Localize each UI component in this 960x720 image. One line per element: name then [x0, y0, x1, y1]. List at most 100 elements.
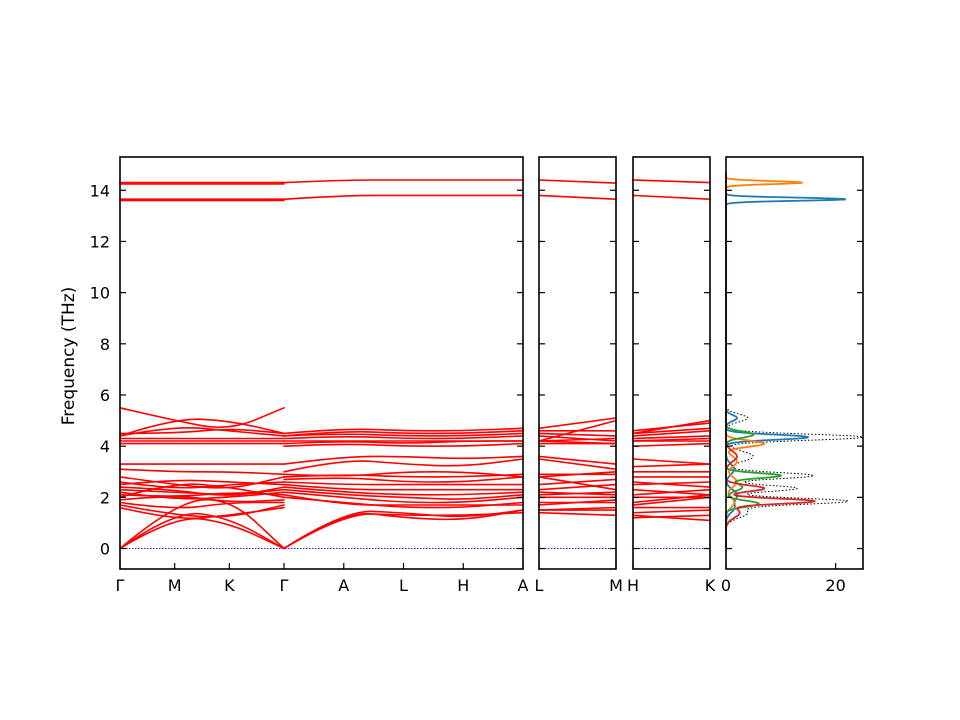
- band-panel-1: 0 2 4 6 8 10 12 14 Γ M K Γ A L H A: [90, 156, 529, 595]
- phonon-band-p1-s2-5: [283, 494, 524, 506]
- x-tick-label-1-0: Γ: [116, 576, 125, 595]
- phonon-band-p3-s1-1: [632, 514, 711, 522]
- phonon-band-p1-s1-23: [119, 407, 285, 429]
- phonon-band-p1-s2-1: [283, 511, 524, 550]
- phonon-band-p2-s1-15: [538, 455, 617, 465]
- phonon-band-p1-s1-24: [119, 418, 285, 437]
- x-tick-label-1-5: L: [399, 576, 408, 595]
- x-tick-label-1-1: M: [168, 576, 182, 595]
- phonon-band-p1-s2-9: [283, 483, 524, 491]
- phonon-band-p1-s1-2: [119, 517, 285, 550]
- phonon-band-p2-s1-11: [538, 476, 617, 491]
- phonon-band-p3-s1-16: [632, 442, 711, 447]
- phonon-band-p2-s1-14: [538, 458, 617, 470]
- dos-partial-curve-2: [725, 172, 803, 549]
- phonon-band-p2-s1-22: [538, 417, 617, 430]
- phonon-band-p3-s1-11: [632, 481, 711, 488]
- phonon-band-p1-s2-8: [283, 486, 524, 496]
- phonon-band-p1-s1-1: [119, 512, 285, 550]
- y-tick-label-0: 0: [100, 540, 110, 559]
- phonon-band-p3-s1-25: [632, 179, 711, 184]
- band-panel-frame: [538, 156, 617, 570]
- phonon-band-p2-s1-19: [538, 435, 617, 442]
- phonon-band-p1-s2-13: [283, 471, 524, 478]
- phonon-band-p1-s2-7: [283, 488, 524, 500]
- phonon-band-p1-s2-16: [283, 442, 524, 447]
- y-tick-label-10: 10: [90, 284, 110, 303]
- phonon-band-p2-s1-1: [538, 511, 617, 517]
- phonon-band-p2-s1-18: [538, 437, 617, 442]
- phonon-band-p3-s1-24: [632, 194, 711, 200]
- dos-panel-frame: [725, 156, 864, 570]
- phonon-band-p3-s1-19: [632, 435, 711, 440]
- phonon-band-p1-s2-11: [283, 476, 524, 483]
- phonon-band-p1-s2-15: [283, 455, 524, 465]
- x-tick-label-3-0: H: [627, 576, 639, 595]
- phonon-band-p1-s1-15: [119, 476, 285, 489]
- phonon-band-p1-s2-23: [283, 194, 524, 200]
- phonon-band-p3-s1-5: [632, 496, 711, 506]
- phonon-band-p1-s1-5: [119, 504, 285, 518]
- phonon-band-p3-s1-3: [632, 509, 711, 514]
- phonon-band-p1-s2-21: [283, 430, 524, 437]
- band-panel-frame: [119, 156, 524, 570]
- dos-panel: 0 20: [721, 156, 864, 595]
- band-panel-frame: [632, 156, 711, 570]
- phonon-band-p1-s1-21: [119, 426, 285, 437]
- phonon-band-p3-s1-15: [632, 458, 711, 465]
- phonon-band-p1-s1-12: [119, 486, 285, 496]
- y-tick-label-8: 8: [100, 335, 110, 354]
- phonon-band-p2-s1-10: [538, 478, 617, 486]
- x-tick-label-1-3: Γ: [280, 576, 289, 595]
- phonon-band-p1-s2-22: [283, 427, 524, 435]
- phonon-band-p3-s1-18: [632, 437, 711, 442]
- phonon-band-p1-s1-8: [119, 483, 285, 499]
- phonon-band-p2-s1-20: [538, 432, 617, 437]
- phonon-band-p2-s1-13: [538, 471, 617, 478]
- dos-x-tick-label-0: 0: [721, 576, 731, 595]
- phonon-band-p2-s1-23: [538, 419, 617, 442]
- y-tick-label-6: 6: [100, 386, 110, 405]
- phonon-band-p2-s1-5: [538, 499, 617, 506]
- dos-x-tick-label-20: 20: [825, 576, 845, 595]
- phonon-band-p1-s1-6: [119, 501, 285, 509]
- phonon-band-p1-s1-13: [119, 479, 285, 486]
- phonon-band-p3-s1-10: [632, 481, 711, 486]
- y-tick-label-2: 2: [100, 488, 110, 507]
- y-axis-label: Frequency (THz): [59, 287, 79, 426]
- phonon-band-p1-s1-4: [119, 506, 285, 520]
- phonon-band-p1-s1-22: [119, 428, 285, 435]
- y-tick-label-4: 4: [100, 437, 110, 456]
- dos-partial-curve-3: [725, 172, 782, 549]
- x-tick-label-1-7: A: [518, 576, 529, 595]
- phonon-band-p1-s2-3: [283, 509, 524, 550]
- phonon-band-p2-s1-25: [538, 179, 617, 184]
- phonon-band-p3-s1-6: [632, 494, 711, 504]
- phonon-band-p1-s2-19: [283, 435, 524, 440]
- phonon-band-p2-s1-17: [538, 440, 617, 445]
- phonon-band-p1-s1-10: [119, 491, 285, 500]
- x-tick-label-1-4: A: [338, 576, 349, 595]
- x-tick-label-3-1: K: [705, 576, 716, 595]
- phonon-band-p3-s1-23: [632, 419, 711, 435]
- phonon-band-p3-s1-20: [632, 430, 711, 437]
- x-tick-label-2-0: L: [535, 576, 544, 595]
- dos-partial-curve-4: [725, 172, 816, 549]
- phonon-band-p3-s1-2: [632, 514, 711, 519]
- phonon-band-p3-s1-14: [632, 463, 711, 468]
- phonon-band-p1-s2-14: [283, 458, 524, 473]
- phonon-band-p1-s2-6: [283, 491, 524, 504]
- phonon-band-p2-s1-24: [538, 194, 617, 200]
- phonon-band-p3-s1-9: [632, 488, 711, 496]
- phonon-band-p1-s2-20: [283, 432, 524, 437]
- phonon-band-p1-s2-10: [283, 481, 524, 486]
- y-tick-label-14: 14: [90, 181, 110, 200]
- x-tick-label-1-6: H: [457, 576, 469, 595]
- phonon-band-p1-s2-24: [283, 179, 524, 184]
- phonon-band-p2-s1-3: [538, 506, 617, 511]
- x-tick-label-1-2: K: [224, 576, 235, 595]
